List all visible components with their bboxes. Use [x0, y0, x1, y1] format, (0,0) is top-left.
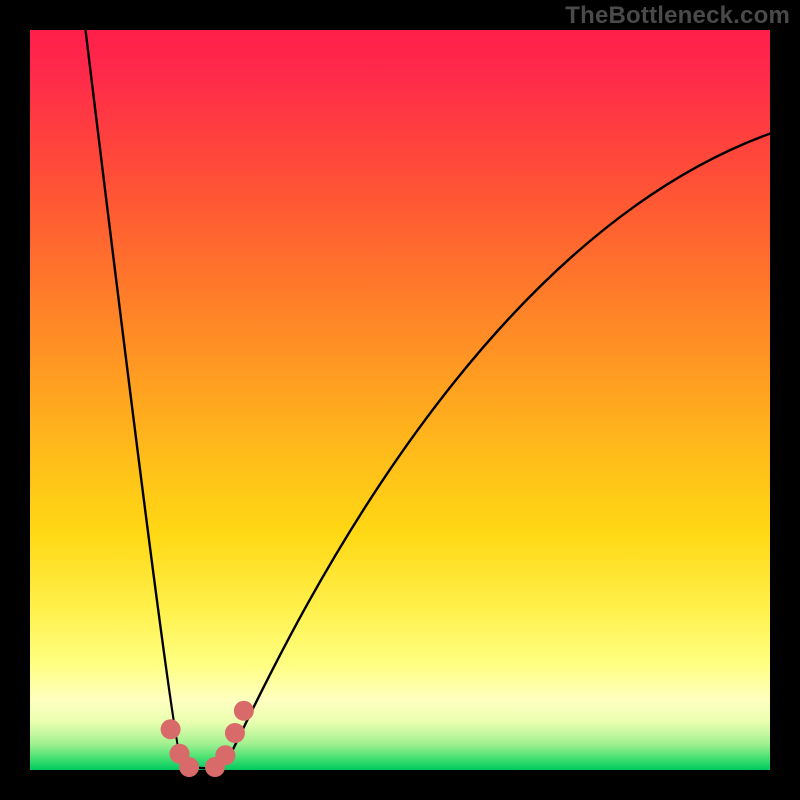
- watermark-text: TheBottleneck.com: [565, 2, 790, 30]
- trough-marker: [225, 723, 245, 743]
- trough-markers: [161, 701, 254, 777]
- trough-marker: [161, 719, 181, 739]
- bottleneck-curve: [86, 30, 771, 768]
- trough-marker: [179, 757, 199, 777]
- chart-canvas: TheBottleneck.com: [0, 0, 800, 800]
- trough-marker: [234, 701, 254, 721]
- trough-marker: [215, 745, 235, 765]
- chart-svg: [0, 0, 800, 800]
